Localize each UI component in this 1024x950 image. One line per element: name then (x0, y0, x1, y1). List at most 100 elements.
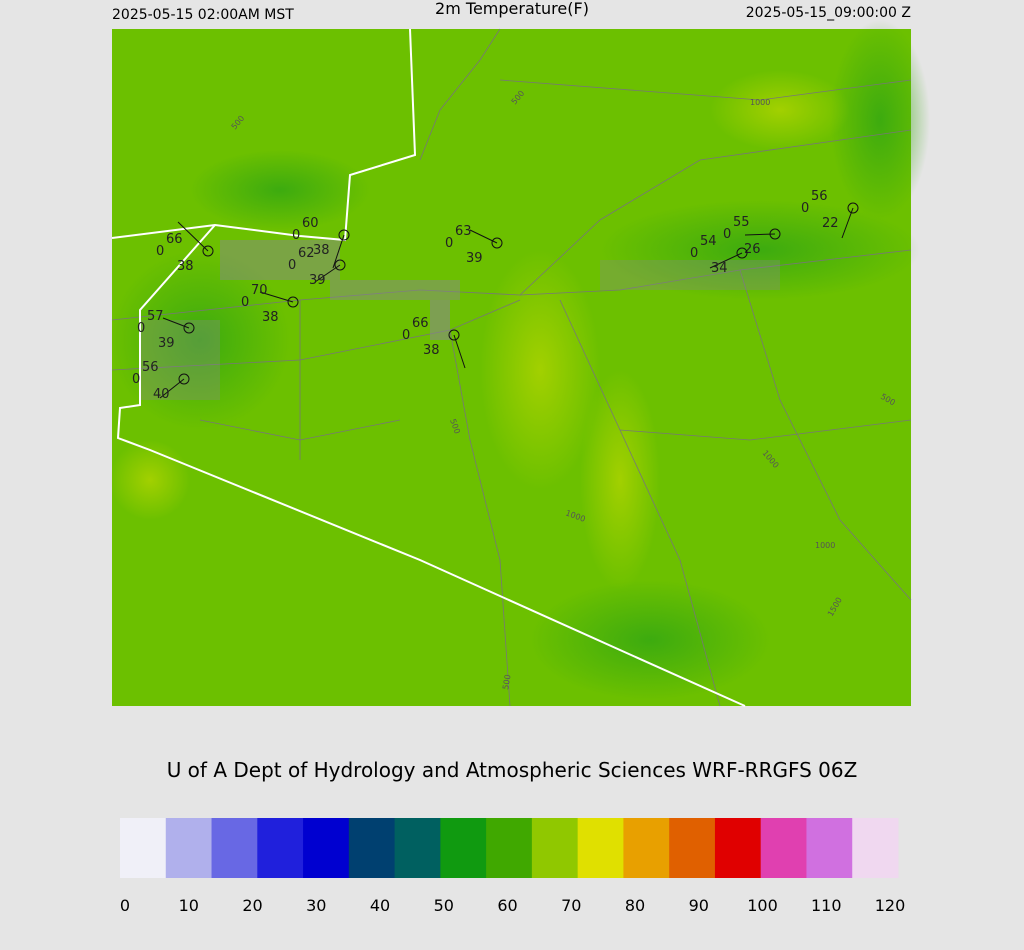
colorbar-swatch (531, 818, 579, 878)
colorbar-tick-label: 90 (689, 896, 709, 915)
colorbar-swatch (577, 818, 624, 878)
station-circle (183, 322, 195, 334)
station-temp: 62 (298, 246, 315, 261)
colorbar-swatch (852, 818, 899, 878)
station-pressure: 0 (690, 246, 698, 261)
station-dewpoint: 39 (466, 251, 483, 266)
roads (111, 28, 912, 707)
station-pressure: 0 (288, 258, 296, 273)
wind-barb (453, 334, 466, 369)
colorbar-swatch (806, 818, 853, 878)
shade (480, 250, 600, 490)
wind-barb (177, 221, 209, 252)
colorbar-swatch (211, 818, 258, 878)
station-circle (178, 373, 190, 385)
map (110, 20, 930, 707)
wind-barb (709, 252, 743, 269)
station-circle (334, 259, 346, 271)
shade (110, 440, 190, 520)
wind-barb (259, 291, 294, 303)
station-temp: 66 (412, 316, 429, 331)
colorbar-tick-label: 40 (370, 896, 390, 915)
station-circle (202, 245, 214, 257)
colorbar-tick-label: 0 (120, 896, 130, 915)
colorbar-swatch (303, 818, 350, 878)
shade (600, 200, 920, 300)
station-pressure: 0 (801, 201, 809, 216)
station-pressure: 0 (292, 228, 300, 243)
station-dewpoint: 39 (309, 273, 326, 288)
colorbar-swatch (440, 818, 487, 878)
station-temp: 60 (302, 216, 319, 231)
header-title: 2m Temperature(F) (435, 0, 589, 18)
station-temp: 54 (700, 234, 717, 249)
credit: U of A Dept of Hydrology and Atmospheric… (167, 758, 858, 782)
station-pressure: 0 (241, 295, 249, 310)
station-circle (847, 202, 859, 214)
colorbar-swatch (165, 818, 213, 878)
colorbar-tick-label: 70 (561, 896, 581, 915)
colorbar-swatch (348, 818, 396, 878)
urban-areas (140, 240, 780, 400)
colorbar-swatch (486, 818, 533, 878)
station-temp: 56 (811, 189, 828, 204)
colorbar-tick-label: 100 (747, 896, 778, 915)
shade (530, 580, 770, 700)
colorbar-swatch (394, 818, 441, 878)
station-dewpoint: 39 (158, 336, 175, 351)
station-circle (287, 296, 299, 308)
header-right: 2025-05-15_09:00:00 Z (746, 5, 911, 21)
station-pressure: 0 (402, 328, 410, 343)
colorbar-swatch (669, 818, 716, 878)
station-circle (338, 229, 350, 241)
station-temp: 56 (142, 360, 159, 375)
shade (190, 150, 370, 230)
header-left: 2025-05-15 02:00AM MST (112, 7, 294, 23)
station-circle (448, 329, 460, 341)
station-dewpoint: 38 (423, 343, 440, 358)
station-dewpoint: 34 (711, 261, 728, 276)
station-dewpoint: 38 (262, 310, 279, 325)
station-circle (736, 247, 748, 259)
station-pressure: 0 (156, 244, 164, 259)
shade (110, 250, 290, 430)
station-circle (769, 228, 781, 240)
station-dewpoint: 22 (822, 216, 839, 231)
colorbar-swatch (714, 818, 762, 878)
colorbar-tick-label: 10 (179, 896, 199, 915)
colorbar-tick-label: 50 (434, 896, 454, 915)
station-pressure: 0 (723, 227, 731, 242)
station-temp: 57 (147, 309, 164, 324)
contour-label: 1000 (750, 98, 770, 107)
station-temp: 55 (733, 215, 750, 230)
contour-label: 1000 (815, 541, 835, 550)
colorbar-swatch (760, 818, 807, 878)
station-circle (491, 237, 503, 249)
shade (710, 70, 850, 150)
colorbar-swatch (257, 818, 304, 878)
shade (830, 20, 930, 220)
colorbar-tick-label: 30 (306, 896, 326, 915)
station-temp: 70 (251, 283, 268, 298)
station-pressure: 0 (445, 236, 453, 251)
contour-label: 500 (501, 674, 513, 691)
colorbar-swatch (623, 818, 670, 878)
colorbar-swatch (120, 818, 167, 878)
station-temp: 66 (166, 232, 183, 247)
station-temp: 63 (455, 224, 472, 239)
colorbar-tick-label: 60 (497, 896, 517, 915)
colorbar-tick-label: 80 (625, 896, 645, 915)
shade (580, 370, 660, 590)
colorbar-tick-label: 120 (875, 896, 906, 915)
station-dewpoint: 40 (153, 387, 170, 402)
wind-barb (332, 234, 345, 269)
station-dewpoint: 26 (744, 242, 761, 257)
colorbar-tick-label: 20 (242, 896, 262, 915)
station-pressure: 0 (132, 372, 140, 387)
station-dewpoint: 38 (313, 243, 330, 258)
station-pressure: 0 (137, 321, 145, 336)
colorbar-tick-label: 110 (811, 896, 842, 915)
station-dewpoint: 38 (177, 259, 194, 274)
